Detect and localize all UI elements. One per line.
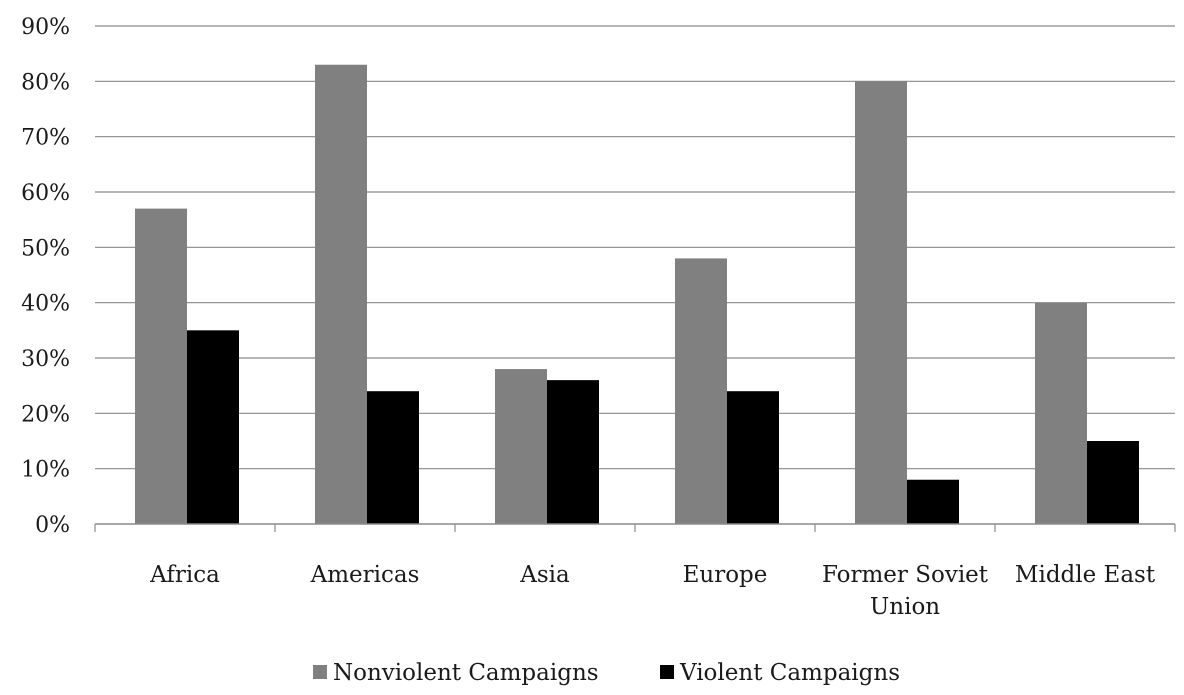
y-tick-label: 20% <box>21 402 70 427</box>
y-tick-label: 30% <box>21 347 70 372</box>
bars <box>135 64 1139 524</box>
bar-violent-asia <box>547 380 599 524</box>
bar-nonviolent-africa <box>135 208 187 524</box>
legend-label: Nonviolent Campaigns <box>333 660 599 686</box>
bar-violent-americas <box>367 391 419 524</box>
x-axis-category-labels: Africa Americas Asia Europe Former Soviet Uni… <box>149 562 1156 620</box>
x-category-label: Asia <box>519 562 570 588</box>
x-category-label: Former Soviet Union <box>822 562 989 620</box>
legend-label: Violent Campaigns <box>679 660 900 686</box>
bar-nonviolent-europe <box>675 258 727 524</box>
bar-nonviolent-americas <box>315 64 367 524</box>
bar-violent-former-soviet-union <box>907 479 959 524</box>
y-tick-label: 70% <box>21 126 70 151</box>
x-category-label: Europe <box>683 562 768 588</box>
y-tick-label: 40% <box>21 292 70 317</box>
bar-nonviolent-asia <box>495 369 547 524</box>
gridlines <box>95 25 1175 470</box>
bar-violent-africa <box>187 330 239 524</box>
y-axis-tick-labels: 0% 10% 20% 30% 40% 50% 60% 70% 80% 90% <box>21 15 70 538</box>
x-axis-ticks <box>94 524 1176 532</box>
y-tick-label: 50% <box>21 236 70 261</box>
x-category-label: Americas <box>310 562 420 588</box>
bar-nonviolent-former-soviet-union <box>855 81 907 524</box>
legend: Nonviolent Campaigns Violent Campaigns <box>313 660 900 686</box>
bar-nonviolent-middle-east <box>1035 302 1087 524</box>
y-tick-label: 10% <box>21 458 70 483</box>
bar-violent-middle-east <box>1087 441 1139 524</box>
legend-swatch <box>660 665 674 679</box>
y-tick-label: 60% <box>21 181 70 206</box>
legend-swatch <box>313 665 327 679</box>
y-tick-label: 0% <box>35 513 70 538</box>
legend-item-violent: Violent Campaigns <box>660 660 900 686</box>
x-category-label: Middle East <box>1015 562 1156 588</box>
legend-item-nonviolent: Nonviolent Campaigns <box>313 660 599 686</box>
y-tick-label: 80% <box>21 70 70 95</box>
bar-violent-europe <box>727 391 779 524</box>
y-tick-label: 90% <box>21 15 70 40</box>
x-category-label: Africa <box>149 562 220 588</box>
